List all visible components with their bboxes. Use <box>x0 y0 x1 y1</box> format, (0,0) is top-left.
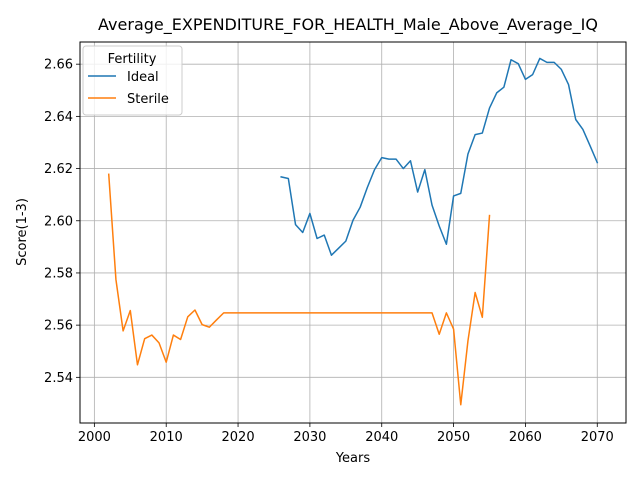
legend-label-ideal: Ideal <box>127 70 159 85</box>
legend: Fertility Ideal Sterile <box>82 45 183 116</box>
y-tick-label: 2.56 <box>44 319 73 334</box>
y-tick-label: 2.60 <box>44 214 73 229</box>
legend-label-sterile: Sterile <box>127 92 169 107</box>
series-lines <box>107 57 599 406</box>
y-tick-label: 2.66 <box>44 58 73 73</box>
y-tick-label: 2.62 <box>44 162 73 177</box>
chart-title: Average_EXPENDITURE_FOR_HEALTH_Male_Abov… <box>98 15 598 35</box>
x-tick-label: 2050 <box>437 430 470 445</box>
legend-title: Fertility <box>108 52 157 67</box>
x-tick-label: 2030 <box>293 430 326 445</box>
x-tick-label: 2070 <box>581 430 614 445</box>
plot-frame <box>79 41 627 424</box>
x-tick-label: 2000 <box>78 430 111 445</box>
x-tick-label: 2060 <box>509 430 542 445</box>
y-tick-label: 2.54 <box>44 371 73 386</box>
x-tick-label: 2010 <box>150 430 183 445</box>
series-line-ideal <box>280 57 599 256</box>
y-axis-label: Score(1-3) <box>15 198 30 266</box>
y-axis-ticks: 2.54 2.56 2.58 2.60 2.62 2.64 2.66 <box>44 58 80 386</box>
y-tick-label: 2.58 <box>44 266 73 281</box>
y-tick-label: 2.64 <box>44 110 73 125</box>
x-axis-ticks: 2000 2010 2020 2030 2040 2050 2060 2070 <box>78 423 614 445</box>
x-tick-label: 2020 <box>222 430 255 445</box>
series-line-sterile <box>107 173 491 406</box>
x-tick-label: 2040 <box>365 430 398 445</box>
x-axis-label: Years <box>335 451 371 466</box>
